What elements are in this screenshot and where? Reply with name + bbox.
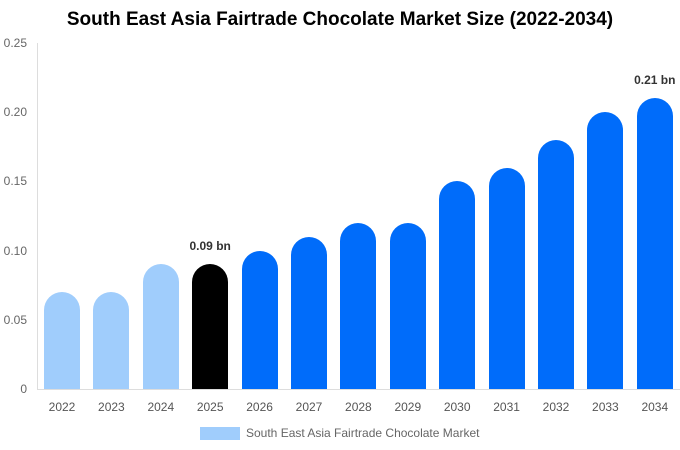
bar-2026[interactable] [241, 250, 278, 389]
x-tick-label: 2027 [295, 400, 323, 414]
bar-2034[interactable] [636, 98, 673, 389]
legend-swatch [200, 426, 240, 440]
bar-2029[interactable] [389, 222, 426, 389]
x-tick-label: 2024 [147, 400, 175, 414]
x-tick-label: 2028 [345, 400, 372, 414]
bar-2025[interactable] [192, 264, 229, 389]
y-tick-label: 0.20 [3, 105, 27, 120]
y-tick-label: 0.25 [3, 36, 27, 50]
bar-2030[interactable] [439, 181, 476, 389]
x-tick-label: 2031 [493, 400, 520, 414]
legend[interactable]: South East Asia Fairtrade Chocolate Mark… [200, 426, 479, 440]
bar-2033[interactable] [587, 112, 624, 389]
bar-2027[interactable] [291, 236, 327, 389]
legend-label: South East Asia Fairtrade Chocolate Mark… [246, 426, 480, 440]
bar-2024[interactable] [142, 264, 179, 389]
y-tick-label: 0 [20, 382, 27, 396]
bar-2022[interactable] [44, 292, 80, 389]
x-tick-label: 2029 [394, 400, 422, 414]
x-tick-label: 2034 [641, 400, 669, 414]
bar-2028[interactable] [340, 222, 377, 389]
bar-2032[interactable] [538, 139, 574, 389]
y-tick-label: 0.05 [3, 312, 27, 327]
x-tick-label: 2033 [592, 400, 619, 414]
x-tick-label: 2026 [246, 400, 273, 414]
x-axis-line [37, 389, 680, 390]
x-tick-label: 2030 [443, 400, 471, 414]
x-tick-label: 2025 [196, 400, 224, 414]
y-tick-label: 0.10 [3, 243, 27, 258]
chart-title: South East Asia Fairtrade Chocolate Mark… [66, 9, 614, 30]
y-axis-line [37, 43, 38, 389]
bar-2031[interactable] [488, 167, 525, 389]
y-tick-label: 0.15 [3, 174, 27, 189]
x-tick-label: 2023 [98, 400, 125, 414]
x-tick-label: 2022 [48, 400, 76, 414]
data-label: 0.09 bn [189, 239, 231, 254]
bar-2023[interactable] [93, 292, 130, 389]
x-tick-label: 2032 [542, 400, 570, 414]
data-label: 0.21 bn [634, 73, 676, 88]
